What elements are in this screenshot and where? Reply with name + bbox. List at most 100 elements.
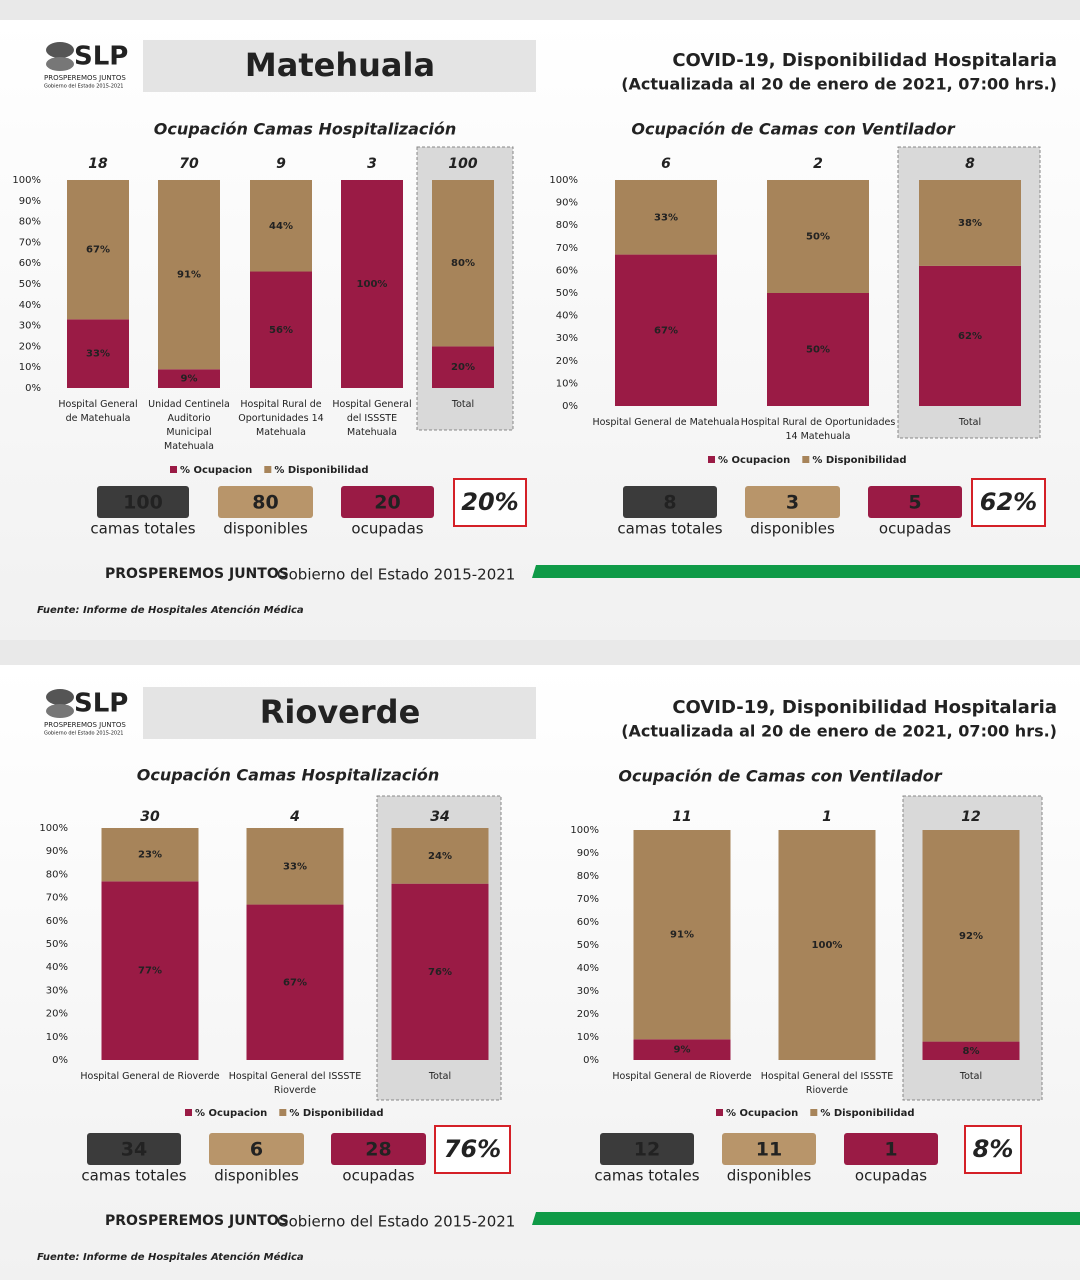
summary-label: ocupadas bbox=[342, 1167, 414, 1185]
data-label: 67% bbox=[283, 977, 307, 988]
legend-label: % Disponibilidad bbox=[812, 455, 906, 466]
bar-total: 18 bbox=[88, 156, 108, 172]
percent-value: 20% bbox=[461, 488, 518, 516]
summary-box bbox=[218, 486, 313, 518]
y-tick-label: 30% bbox=[46, 985, 68, 996]
percent-box bbox=[453, 478, 527, 527]
x-tick-label: Total bbox=[958, 417, 981, 428]
data-label: 100% bbox=[812, 940, 843, 951]
logo-sub: Gobierno del Estado 2015-2021 bbox=[44, 731, 123, 737]
chart-title: Ocupación de Camas con Ventilador bbox=[631, 120, 955, 139]
data-label: 92% bbox=[959, 931, 983, 942]
data-label: 91% bbox=[670, 930, 694, 941]
data-label: 80% bbox=[451, 258, 475, 269]
data-label: 77% bbox=[138, 966, 162, 977]
x-tick-label: Hospital General del ISSSTE Matehuala bbox=[332, 399, 411, 438]
data-label: 20% bbox=[451, 362, 475, 373]
chart-title: Ocupación Camas Hospitalización bbox=[137, 766, 439, 785]
summary-label: camas totales bbox=[617, 520, 722, 538]
bar-segment bbox=[767, 293, 869, 406]
summary-value: 11 bbox=[756, 1139, 782, 1161]
heading: COVID-19, Disponibilidad Hospitalaria bbox=[672, 697, 1057, 718]
summary-label: disponibles bbox=[223, 520, 308, 538]
y-tick-label: 60% bbox=[577, 917, 599, 928]
y-tick-label: 20% bbox=[19, 341, 41, 352]
bar-segment bbox=[67, 180, 129, 320]
data-label: 56% bbox=[269, 325, 293, 336]
summary-label: ocupadas bbox=[879, 520, 951, 538]
bar-segment bbox=[919, 265, 1021, 406]
x-tick-label: Hospital General del ISSSTE Rioverde bbox=[229, 1071, 361, 1096]
bar-total: 2 bbox=[813, 156, 823, 172]
bar-segment bbox=[250, 180, 312, 272]
y-tick-label: 100% bbox=[39, 823, 68, 834]
logo-text: SLP bbox=[74, 689, 128, 719]
bar-segment bbox=[922, 830, 1020, 1042]
bar-segment bbox=[432, 180, 494, 347]
data-label: 67% bbox=[86, 245, 110, 256]
y-tick-label: 100% bbox=[549, 175, 578, 186]
y-tick-label: 10% bbox=[577, 1032, 599, 1043]
summary-value: 80 bbox=[252, 492, 278, 514]
summary-label: disponibles bbox=[727, 1167, 812, 1185]
percent-value: 62% bbox=[980, 488, 1037, 516]
logo-tagline: PROSPEREMOS JUNTOS bbox=[44, 74, 126, 82]
summary-box bbox=[600, 1133, 694, 1165]
data-label: 76% bbox=[428, 967, 452, 978]
summary-label: disponibles bbox=[750, 520, 835, 538]
legend-label: % Disponibilidad bbox=[274, 465, 368, 476]
footer-bar bbox=[532, 565, 1080, 578]
data-label: 8% bbox=[963, 1046, 980, 1057]
percent-value: 76% bbox=[444, 1135, 501, 1163]
footer-bar bbox=[532, 1212, 1080, 1225]
y-tick-label: 60% bbox=[19, 258, 41, 269]
bar-segment bbox=[246, 828, 344, 905]
updated: (Actualizada al 20 de enero de 2021, 07:… bbox=[621, 75, 1057, 94]
legend-swatch bbox=[708, 456, 715, 463]
summary-box bbox=[97, 486, 189, 518]
x-tick-label: Hospital Rural de Oportunidades 14 Matehua… bbox=[238, 399, 323, 438]
y-tick-label: 40% bbox=[19, 300, 41, 311]
bar-segment bbox=[158, 180, 220, 370]
legend-swatch bbox=[802, 456, 810, 463]
bar-total: 34 bbox=[430, 809, 449, 825]
bar-segment bbox=[778, 830, 876, 1060]
data-label: 24% bbox=[428, 851, 452, 862]
data-label: 9% bbox=[674, 1045, 691, 1056]
updated: (Actualizada al 20 de enero de 2021, 07:… bbox=[621, 722, 1057, 741]
y-tick-label: 40% bbox=[556, 311, 578, 322]
x-tick-label: Total bbox=[959, 1071, 982, 1082]
legend-swatch bbox=[185, 1109, 192, 1116]
bar-segment bbox=[158, 369, 220, 388]
summary-box bbox=[868, 486, 962, 518]
y-tick-label: 50% bbox=[577, 940, 599, 951]
y-tick-label: 40% bbox=[577, 963, 599, 974]
y-tick-label: 80% bbox=[46, 869, 68, 880]
y-tick-label: 60% bbox=[556, 265, 578, 276]
logo-icon bbox=[46, 689, 74, 705]
footer-brand: PROSPEREMOS JUNTOS bbox=[105, 1213, 289, 1229]
bar-segment bbox=[246, 904, 344, 1060]
data-label: 91% bbox=[177, 270, 201, 281]
summary-box bbox=[722, 1133, 816, 1165]
y-tick-label: 80% bbox=[19, 217, 41, 228]
source: Fuente: Informe de Hospitales Atención M… bbox=[37, 1251, 304, 1263]
bar-segment bbox=[67, 319, 129, 388]
x-tick-label: Hospital General de Rioverde bbox=[612, 1071, 751, 1082]
summary-value: 28 bbox=[365, 1139, 391, 1161]
footer-gov: Gobierno del Estado 2015-2021 bbox=[277, 1213, 515, 1231]
data-label: 44% bbox=[269, 221, 293, 232]
bar-segment bbox=[633, 830, 731, 1040]
bar-segment bbox=[101, 828, 199, 882]
y-tick-label: 10% bbox=[46, 1032, 68, 1043]
y-tick-label: 90% bbox=[577, 848, 599, 859]
summary-label: camas totales bbox=[81, 1167, 186, 1185]
y-tick-label: 20% bbox=[46, 1009, 68, 1020]
bar-total: 70 bbox=[179, 156, 199, 172]
logo-icon bbox=[46, 57, 74, 71]
footer-brand: PROSPEREMOS JUNTOS bbox=[105, 566, 289, 582]
y-tick-label: 70% bbox=[46, 893, 68, 904]
y-tick-label: 100% bbox=[570, 825, 599, 836]
y-tick-label: 90% bbox=[46, 846, 68, 857]
